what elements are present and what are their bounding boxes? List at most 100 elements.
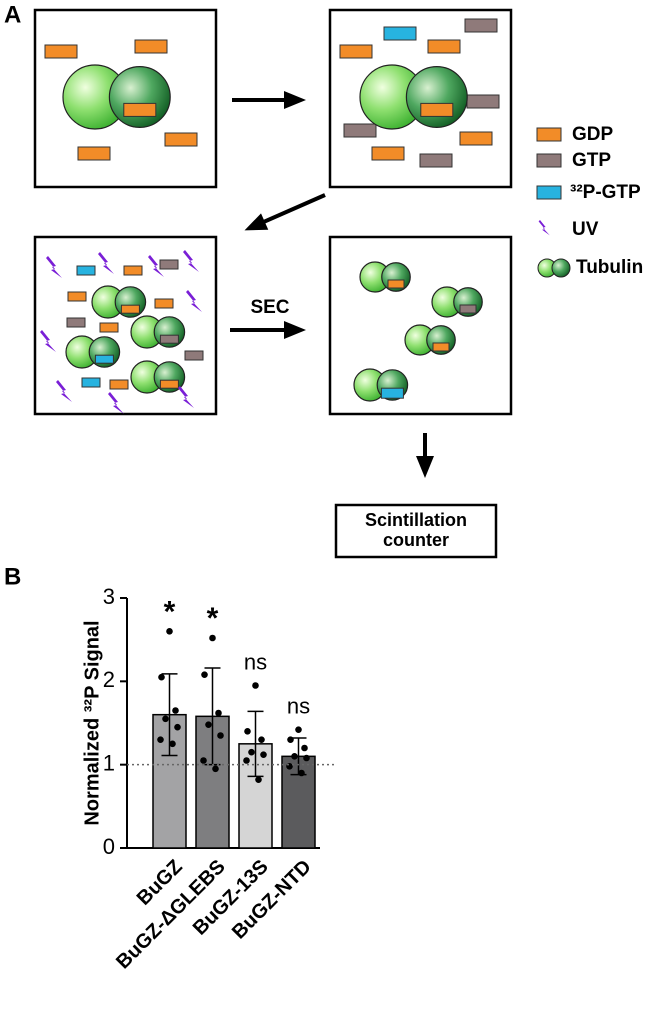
data-point <box>172 707 179 714</box>
uv-bolt <box>186 290 202 312</box>
nucleotide <box>99 322 119 333</box>
nucleotide <box>94 354 114 364</box>
arrow-head <box>244 213 269 231</box>
nucleotide <box>76 265 96 276</box>
tubulin <box>108 65 171 128</box>
annotation: ns <box>287 693 310 718</box>
nucleotide <box>184 350 204 361</box>
nucleotide <box>383 26 417 41</box>
arrow-head <box>284 321 306 339</box>
nucleotide <box>109 379 129 390</box>
data-point <box>166 628 173 635</box>
legend-label: GDP <box>572 124 614 145</box>
uv-bolt <box>56 380 72 402</box>
nucleotide <box>536 185 562 200</box>
nucleotide <box>44 44 78 59</box>
arrow-head <box>284 91 306 109</box>
data-point <box>291 753 298 760</box>
uv-bolt <box>538 220 550 236</box>
data-point <box>212 765 219 773</box>
nucleotide <box>380 387 404 399</box>
uv-bolt <box>183 250 199 272</box>
y-tick-label: 3 <box>103 584 115 609</box>
data-point <box>298 769 305 777</box>
data-point <box>169 740 176 748</box>
data-point <box>209 634 216 642</box>
nucleotide <box>343 123 377 138</box>
diagram <box>33 8 571 478</box>
nucleotide <box>459 304 477 314</box>
nucleotide <box>159 379 179 389</box>
panel-label: A <box>4 1 21 28</box>
counter-label: counter <box>383 530 449 550</box>
data-point <box>205 721 212 728</box>
nucleotide <box>464 18 498 33</box>
data-point <box>301 744 308 752</box>
data-point <box>255 776 262 783</box>
y-axis-label: Normalized ³²P Signal <box>81 620 103 825</box>
uv-bolt <box>40 330 56 352</box>
nucleotide <box>134 39 168 54</box>
counter-label: Scintillation <box>365 510 467 530</box>
counter-box <box>334 503 498 559</box>
y-tick-label: 0 <box>103 834 115 859</box>
panel-label: B <box>4 563 21 590</box>
data-point <box>217 732 224 739</box>
legend-label: ³²P-GTP <box>570 182 641 203</box>
uv-bolt <box>148 255 164 277</box>
nucleotide <box>466 94 500 109</box>
uv-bolt <box>108 392 124 414</box>
data-point <box>215 709 222 717</box>
uv-bolt <box>178 386 194 408</box>
nucleotide <box>432 342 450 352</box>
data-point <box>162 715 169 723</box>
tubulin <box>551 258 571 278</box>
nucleotide <box>536 153 562 168</box>
data-point <box>303 754 310 762</box>
nucleotide <box>120 304 140 314</box>
annotation: * <box>164 595 176 628</box>
error-bar <box>247 710 264 778</box>
arrow-label: SEC <box>250 297 289 318</box>
nucleotide <box>159 334 179 344</box>
nucleotide <box>339 44 373 59</box>
data-point <box>287 736 294 743</box>
nucleotide <box>427 39 461 54</box>
uv-bolt <box>46 256 62 278</box>
nucleotide <box>66 317 86 328</box>
data-point <box>252 682 259 689</box>
legend-label: Tubulin <box>576 257 643 278</box>
nucleotide <box>419 153 453 168</box>
nucleotide <box>77 146 111 161</box>
legend-label: UV <box>572 219 599 240</box>
nucleotide <box>159 259 179 270</box>
nucleotide <box>154 298 174 309</box>
nucleotide <box>164 132 198 147</box>
uv-bolt <box>98 252 114 274</box>
data-point <box>201 671 208 678</box>
data-point <box>295 726 302 733</box>
data-point <box>258 736 265 743</box>
y-tick-label: 2 <box>103 667 115 692</box>
tubulin <box>405 65 468 128</box>
arrow-head <box>416 456 434 478</box>
data-point <box>174 723 181 731</box>
nucleotide <box>536 127 562 142</box>
nucleotide <box>67 291 87 302</box>
nucleotide <box>123 265 143 276</box>
data-point <box>260 751 267 758</box>
legend-label: GTP <box>572 150 611 171</box>
data-point <box>200 757 207 764</box>
nucleotide <box>387 279 405 289</box>
annotation: * <box>207 602 219 635</box>
error-bar <box>161 673 178 757</box>
nucleotide <box>420 102 454 117</box>
annotation: ns <box>244 649 267 674</box>
nucleotide <box>371 146 405 161</box>
y-tick-label: 1 <box>103 750 115 775</box>
data-point <box>248 748 255 756</box>
nucleotide <box>123 102 157 117</box>
data-point <box>244 728 251 735</box>
